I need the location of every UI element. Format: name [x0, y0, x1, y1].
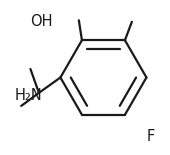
Text: OH: OH: [30, 14, 53, 29]
Text: H₂N: H₂N: [15, 88, 43, 103]
Text: F: F: [146, 129, 155, 144]
